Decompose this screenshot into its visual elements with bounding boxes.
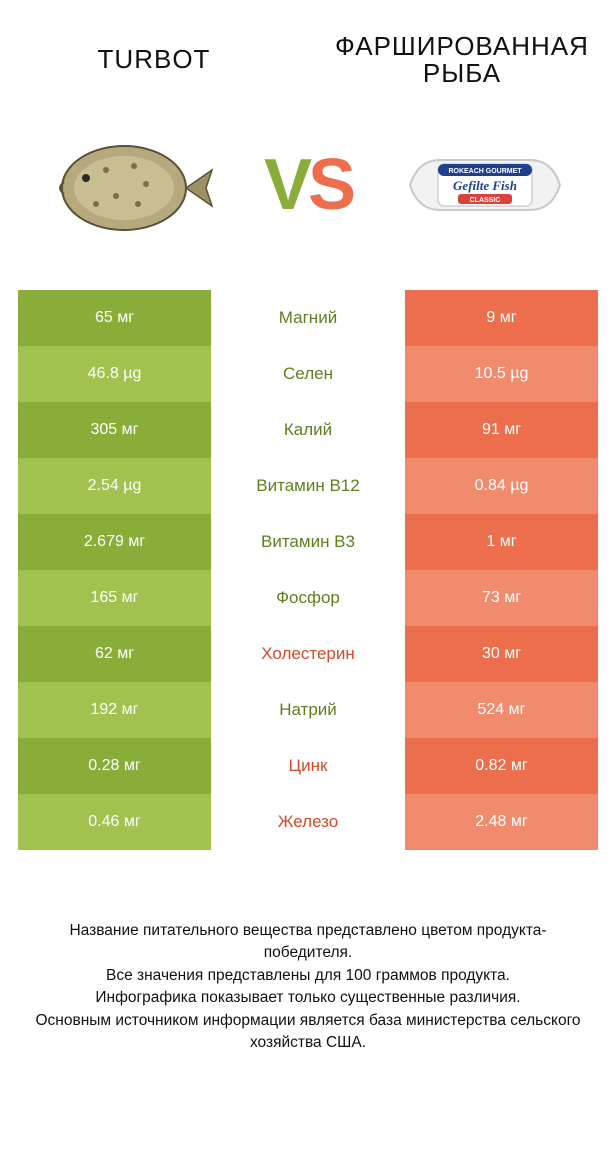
title-left: TURBOT xyxy=(0,46,308,73)
turbot-icon xyxy=(46,130,216,240)
nutrient-label: Холестерин xyxy=(211,626,405,682)
nutrient-label: Цинк xyxy=(211,738,405,794)
value-left: 65 мг xyxy=(18,290,211,346)
value-left: 62 мг xyxy=(18,626,211,682)
value-right: 9 мг xyxy=(405,290,598,346)
value-right: 10.5 µg xyxy=(405,346,598,402)
nutrient-label: Селен xyxy=(211,346,405,402)
nutrient-label: Магний xyxy=(211,290,405,346)
footer-line: Все значения представлены для 100 граммо… xyxy=(28,965,588,987)
footer-notes: Название питательного вещества представл… xyxy=(28,920,588,1055)
title-right: ФАРШИРОВАННАЯ РЫБА xyxy=(308,33,616,88)
header: TURBOT ФАРШИРОВАННАЯ РЫБА xyxy=(0,0,616,90)
table-row: 0.28 мгЦинк0.82 мг xyxy=(18,738,598,794)
vs-label: VS xyxy=(264,144,352,226)
comparison-table: 65 мгМагний9 мг46.8 µgСелен10.5 µg305 мг… xyxy=(18,290,598,850)
hero-row: VS ROKEACH GOURMET Gefilte Fish CLASSIC xyxy=(0,90,616,290)
value-left: 2.679 мг xyxy=(18,514,211,570)
table-row: 2.679 мгВитамин B31 мг xyxy=(18,514,598,570)
value-right: 73 мг xyxy=(405,570,598,626)
nutrient-label: Калий xyxy=(211,402,405,458)
value-left: 165 мг xyxy=(18,570,211,626)
nutrient-label: Витамин B3 xyxy=(211,514,405,570)
product-image-right: ROKEACH GOURMET Gefilte Fish CLASSIC xyxy=(395,115,575,255)
value-left: 192 мг xyxy=(18,682,211,738)
table-row: 62 мгХолестерин30 мг xyxy=(18,626,598,682)
svg-text:ROKEACH GOURMET: ROKEACH GOURMET xyxy=(448,168,522,175)
value-right: 91 мг xyxy=(405,402,598,458)
product-image-left xyxy=(41,115,221,255)
table-row: 192 мгНатрий524 мг xyxy=(18,682,598,738)
value-left: 0.28 мг xyxy=(18,738,211,794)
value-right: 30 мг xyxy=(405,626,598,682)
table-row: 65 мгМагний9 мг xyxy=(18,290,598,346)
svg-text:CLASSIC: CLASSIC xyxy=(469,197,500,204)
table-row: 305 мгКалий91 мг xyxy=(18,402,598,458)
vs-s: S xyxy=(308,145,352,225)
table-row: 46.8 µgСелен10.5 µg xyxy=(18,346,598,402)
footer-line: Основным источником информации является … xyxy=(28,1010,588,1055)
nutrient-label: Железо xyxy=(211,794,405,850)
nutrient-label: Натрий xyxy=(211,682,405,738)
value-left: 2.54 µg xyxy=(18,458,211,514)
table-row: 2.54 µgВитамин B120.84 µg xyxy=(18,458,598,514)
vs-v: V xyxy=(264,145,308,225)
value-left: 46.8 µg xyxy=(18,346,211,402)
value-left: 0.46 мг xyxy=(18,794,211,850)
footer-line: Название питательного вещества представл… xyxy=(28,920,588,965)
svg-text:Gefilte Fish: Gefilte Fish xyxy=(453,178,517,193)
value-right: 0.84 µg xyxy=(405,458,598,514)
table-row: 0.46 мгЖелезо2.48 мг xyxy=(18,794,598,850)
nutrient-label: Фосфор xyxy=(211,570,405,626)
nutrient-label: Витамин B12 xyxy=(211,458,405,514)
table-row: 165 мгФосфор73 мг xyxy=(18,570,598,626)
value-right: 524 мг xyxy=(405,682,598,738)
value-left: 305 мг xyxy=(18,402,211,458)
value-right: 0.82 мг xyxy=(405,738,598,794)
gefilte-pack-icon: ROKEACH GOURMET Gefilte Fish CLASSIC xyxy=(400,130,570,240)
footer-line: Инфографика показывает только существенн… xyxy=(28,987,588,1009)
value-right: 1 мг xyxy=(405,514,598,570)
value-right: 2.48 мг xyxy=(405,794,598,850)
